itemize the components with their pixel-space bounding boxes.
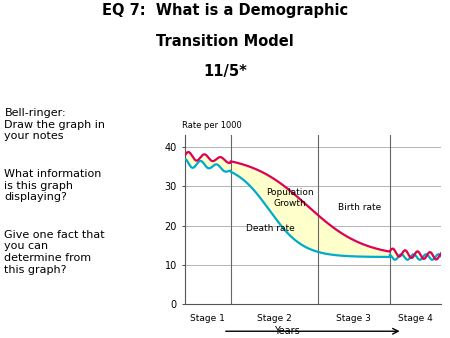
Text: Rate per 1000: Rate per 1000	[182, 121, 242, 130]
Text: Stage 1: Stage 1	[190, 314, 225, 323]
Text: Stage 3: Stage 3	[336, 314, 371, 323]
Text: Years: Years	[274, 326, 300, 336]
Text: 11/5*: 11/5*	[203, 64, 247, 79]
Text: Transition Model: Transition Model	[156, 34, 294, 49]
Text: Stage 4: Stage 4	[398, 314, 433, 323]
Text: Birth rate: Birth rate	[338, 203, 382, 212]
Text: Bell-ringer:
Draw the graph in
your notes: Bell-ringer: Draw the graph in your note…	[4, 108, 105, 141]
Text: EQ 7:  What is a Demographic: EQ 7: What is a Demographic	[102, 3, 348, 18]
Text: Death rate: Death rate	[246, 224, 295, 234]
Text: What information
is this graph
displaying?: What information is this graph displayin…	[4, 169, 102, 202]
Text: Give one fact that
you can
determine from
this graph?: Give one fact that you can determine fro…	[4, 230, 105, 275]
Text: Stage 2: Stage 2	[257, 314, 292, 323]
Text: Population
Growth: Population Growth	[266, 188, 314, 208]
